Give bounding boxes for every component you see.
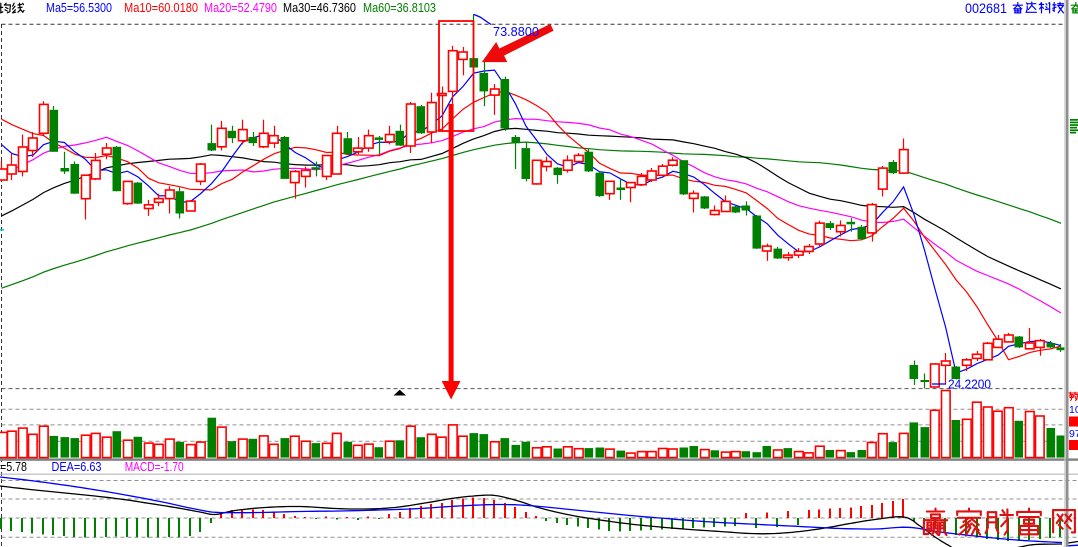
svg-text:Ma5=56.5300: Ma5=56.5300 [46,1,112,15]
svg-text:MACD=-1.70: MACD=-1.70 [125,460,184,474]
svg-text:10: 10 [1069,404,1078,416]
svg-text:Ma20=52.4790: Ma20=52.4790 [204,1,277,15]
svg-text:Ma30=46.7360: Ma30=46.7360 [283,1,356,15]
svg-text:73.8800: 73.8800 [493,24,539,39]
svg-text:Ma60=36.8103: Ma60=36.8103 [363,1,436,15]
svg-text:24.2200: 24.2200 [948,377,991,392]
svg-text:002681: 002681 [965,1,1007,16]
svg-text:DEA=6.63: DEA=6.63 [52,460,102,474]
svg-text:97: 97 [1069,428,1078,440]
svg-text:=5.78: =5.78 [0,460,27,474]
svg-text:Ma10=60.0180: Ma10=60.0180 [124,1,198,15]
